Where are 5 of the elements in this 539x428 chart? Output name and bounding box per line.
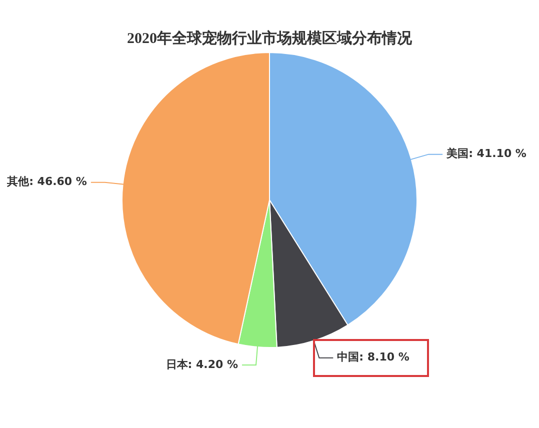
slice-label: 日本: 4.20 %: [166, 358, 238, 371]
slice-label: 其他: 46.60 %: [6, 175, 87, 188]
chart-title: 2020年全球宠物行业市场规模区域分布情况: [127, 28, 413, 47]
slice-label: 美国: 41.10 %: [446, 147, 526, 160]
slice-label: 中国: 8.10 %: [337, 350, 410, 364]
